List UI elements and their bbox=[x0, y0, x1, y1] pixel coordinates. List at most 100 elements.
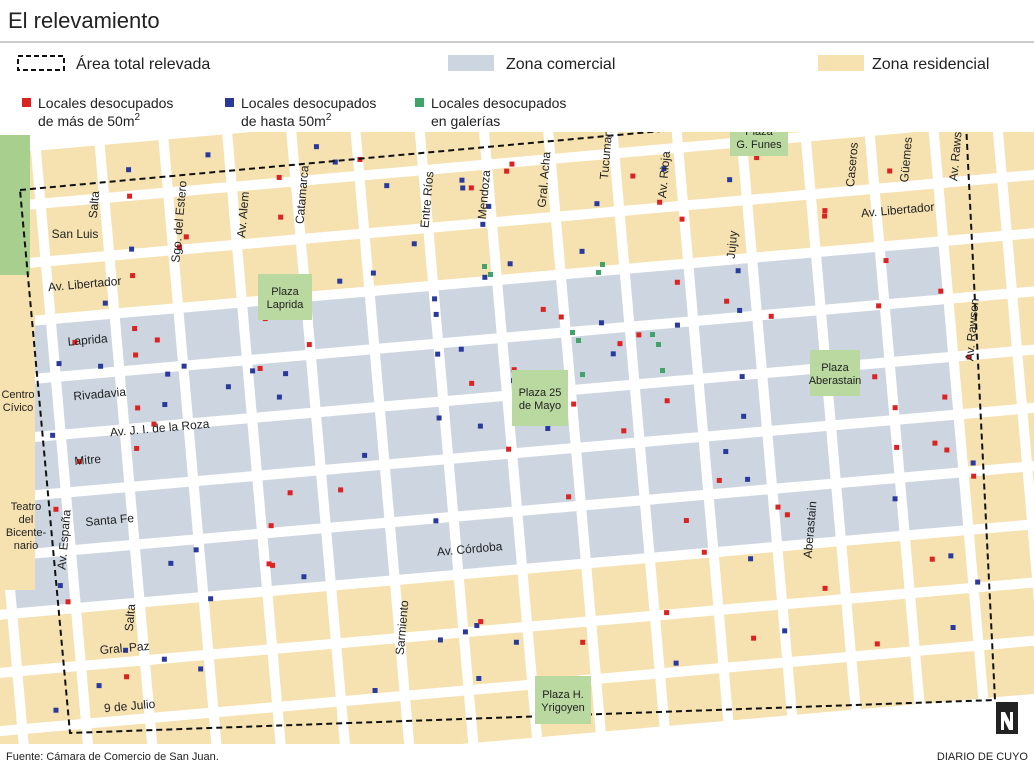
plaza bbox=[810, 350, 860, 396]
gallery-dot bbox=[570, 330, 575, 335]
shop-dot bbox=[673, 660, 679, 666]
shop-dot bbox=[580, 639, 586, 645]
block bbox=[522, 511, 581, 564]
block bbox=[311, 296, 370, 350]
shop-dot bbox=[313, 144, 319, 150]
block bbox=[346, 701, 405, 744]
block bbox=[561, 216, 620, 270]
shop-dot bbox=[135, 405, 141, 411]
plaza-label: G. Funes bbox=[736, 139, 782, 151]
legend-line: Locales desocupados bbox=[241, 95, 376, 111]
legend-line: de más de 50m2 bbox=[38, 112, 141, 129]
block bbox=[948, 240, 1007, 294]
shop-dot bbox=[433, 518, 439, 524]
shop-dot bbox=[507, 261, 513, 267]
shop-dot bbox=[784, 512, 790, 518]
block bbox=[145, 602, 204, 655]
block bbox=[979, 587, 1034, 641]
block bbox=[173, 192, 232, 245]
place-label: Teatro bbox=[11, 501, 42, 513]
shop-dot bbox=[971, 473, 977, 479]
legend-commercial-swatch bbox=[448, 55, 494, 71]
legend-text: de más de 50m bbox=[38, 113, 135, 129]
shop-dot bbox=[338, 487, 344, 493]
shop-dot bbox=[509, 161, 515, 167]
plaza-label: de Mayo bbox=[519, 400, 561, 412]
block bbox=[40, 145, 99, 199]
shop-dot bbox=[892, 496, 898, 502]
block bbox=[968, 472, 1027, 525]
block bbox=[443, 343, 502, 396]
block bbox=[114, 255, 173, 309]
block bbox=[178, 250, 237, 303]
block bbox=[364, 175, 423, 229]
street-label: Jujuy bbox=[724, 230, 740, 259]
shop-dot bbox=[433, 311, 439, 317]
block bbox=[336, 585, 395, 639]
block bbox=[787, 604, 846, 657]
block bbox=[331, 527, 390, 581]
street-label: Av. Libertador bbox=[860, 200, 935, 220]
block bbox=[497, 222, 556, 275]
block bbox=[395, 522, 454, 575]
shop-dot bbox=[96, 683, 102, 689]
shop-dot bbox=[892, 405, 898, 411]
plaza-label: Plaza bbox=[745, 126, 773, 138]
block bbox=[601, 678, 660, 732]
shop-dot bbox=[540, 306, 546, 312]
shop-dot bbox=[938, 288, 944, 294]
legend-area: Área total relevada bbox=[76, 54, 210, 73]
shop-dot bbox=[664, 610, 670, 616]
shop-dot bbox=[621, 428, 627, 434]
block bbox=[22, 671, 81, 724]
block bbox=[135, 486, 194, 540]
shop-dot bbox=[98, 363, 104, 369]
survey-area bbox=[18, 132, 997, 735]
block bbox=[0, 300, 35, 590]
street-label: Tucuman bbox=[597, 129, 615, 180]
gallery-dot bbox=[656, 342, 661, 347]
block bbox=[821, 252, 880, 305]
block bbox=[188, 365, 247, 419]
block bbox=[1017, 293, 1034, 346]
block bbox=[219, 712, 277, 744]
shop-dot bbox=[53, 506, 59, 512]
block bbox=[900, 419, 959, 473]
shop-dot bbox=[165, 371, 171, 377]
shop-dot bbox=[127, 193, 133, 199]
shop-dot bbox=[558, 314, 564, 320]
street-label: Mendoza bbox=[475, 169, 493, 220]
block bbox=[257, 417, 316, 471]
shop-dot bbox=[724, 298, 730, 304]
block bbox=[762, 315, 821, 368]
shop-dot bbox=[432, 296, 438, 302]
block bbox=[208, 596, 267, 650]
shop-dot bbox=[723, 449, 729, 455]
street-label: Gral. Paz bbox=[99, 639, 150, 657]
shop-dot bbox=[168, 560, 174, 566]
shop-dot bbox=[225, 384, 231, 390]
shop-dot bbox=[56, 361, 62, 367]
title: El relevamiento bbox=[8, 8, 160, 33]
block bbox=[629, 268, 688, 322]
shop-dot bbox=[102, 300, 108, 306]
block bbox=[640, 384, 699, 437]
shop-dot bbox=[205, 152, 211, 158]
place-label: Centro bbox=[1, 389, 34, 401]
shop-dot bbox=[970, 460, 976, 466]
block bbox=[938, 132, 997, 178]
shop-dot bbox=[478, 619, 484, 625]
shop-dot bbox=[474, 623, 480, 629]
block bbox=[326, 470, 385, 523]
logo bbox=[996, 702, 1018, 734]
shop-dot bbox=[134, 445, 140, 451]
shop-dot bbox=[257, 365, 263, 371]
shop-dot bbox=[822, 585, 828, 591]
legend-commercial: Zona comercial bbox=[506, 56, 615, 73]
shop-dot bbox=[129, 246, 135, 252]
shop-dot bbox=[124, 674, 130, 680]
block bbox=[51, 261, 110, 314]
block bbox=[385, 406, 443, 460]
legend-residential-swatch bbox=[818, 55, 864, 71]
shop-dot bbox=[929, 556, 935, 562]
